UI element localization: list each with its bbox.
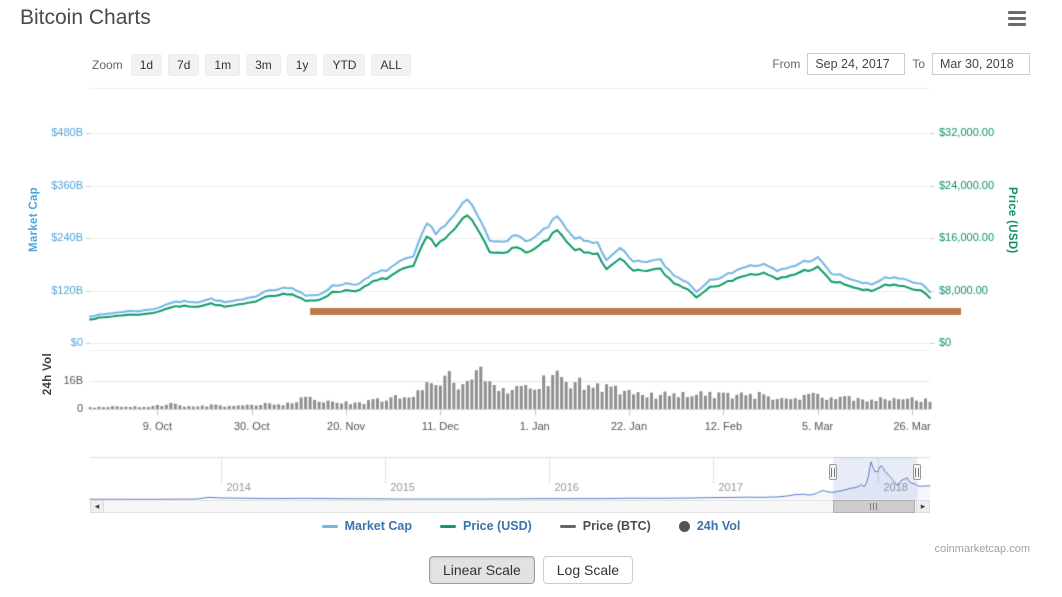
linear-scale-button[interactable]: Linear Scale: [428, 556, 535, 584]
right-arrow-icon: ▸: [920, 501, 926, 511]
zoom-button-1d[interactable]: 1d: [130, 54, 163, 76]
zoom-label: Zoom: [92, 58, 123, 72]
handle-grip-icon: [831, 467, 835, 477]
volume-axis-title: 24h Vol: [42, 353, 54, 396]
scrollbar-grip-icon: [870, 503, 878, 510]
legend-item-24h-vol[interactable]: 24h Vol: [678, 519, 741, 533]
legend-item-price-usd[interactable]: Price (USD): [440, 519, 532, 533]
price-usd-axis-title: Price (USD): [1006, 187, 1018, 254]
hamburger-menu-button[interactable]: [1008, 11, 1026, 26]
hamburger-icon: [1008, 11, 1026, 14]
market-cap-line-swatch: [321, 524, 338, 528]
zoom-button-1m[interactable]: 1m: [205, 54, 241, 76]
navigator-right-handle[interactable]: [913, 464, 921, 480]
page-title: Bitcoin Charts: [20, 6, 151, 29]
legend-label: Market Cap: [344, 519, 412, 533]
scrollbar-right-arrow[interactable]: ▸: [916, 500, 930, 513]
zoom-button-ytd[interactable]: YTD: [323, 54, 366, 76]
left-arrow-icon: ◂: [94, 501, 100, 511]
price-btc-line-swatch: [559, 524, 576, 528]
volume-circle-swatch: [678, 520, 690, 532]
scrollbar-left-arrow[interactable]: ◂: [90, 500, 104, 513]
legend-label: Price (USD): [463, 519, 532, 533]
zoom-button-1y[interactable]: 1y: [286, 54, 318, 76]
scrollbar-thumb[interactable]: [833, 500, 915, 513]
legend-label: Price (BTC): [582, 519, 651, 533]
legend-item-price-btc[interactable]: Price (BTC): [559, 519, 651, 533]
to-date-input[interactable]: [932, 53, 1030, 75]
from-date-input[interactable]: [807, 53, 906, 75]
chart-legend: Market Cap Price (USD) Price (BTC) 24h V…: [0, 519, 1062, 533]
log-scale-button[interactable]: Log Scale: [542, 556, 634, 584]
hamburger-icon: [1008, 23, 1026, 26]
hamburger-icon: [1008, 17, 1026, 20]
scale-toggle: Linear Scale Log Scale: [0, 556, 1062, 584]
zoom-button-all[interactable]: ALL: [371, 54, 411, 76]
date-range-controls: From To: [772, 53, 1030, 75]
legend-label: 24h Vol: [696, 519, 741, 533]
zoom-button-3m[interactable]: 3m: [246, 54, 281, 76]
zoom-controls: Zoom 1d 7d 1m 3m 1y YTD ALL: [92, 54, 411, 76]
to-label: To: [912, 57, 925, 71]
price-usd-line-swatch: [440, 524, 456, 528]
zoom-button-7d[interactable]: 7d: [168, 54, 200, 76]
scrollbar-track[interactable]: [90, 500, 930, 513]
legend-item-market-cap[interactable]: Market Cap: [321, 519, 412, 533]
navigator-left-handle[interactable]: [829, 464, 837, 480]
market-cap-axis-title: Market Cap: [28, 187, 40, 252]
handle-grip-icon: [915, 467, 919, 477]
from-label: From: [772, 57, 801, 71]
watermark: coinmarketcap.com: [934, 543, 1030, 555]
